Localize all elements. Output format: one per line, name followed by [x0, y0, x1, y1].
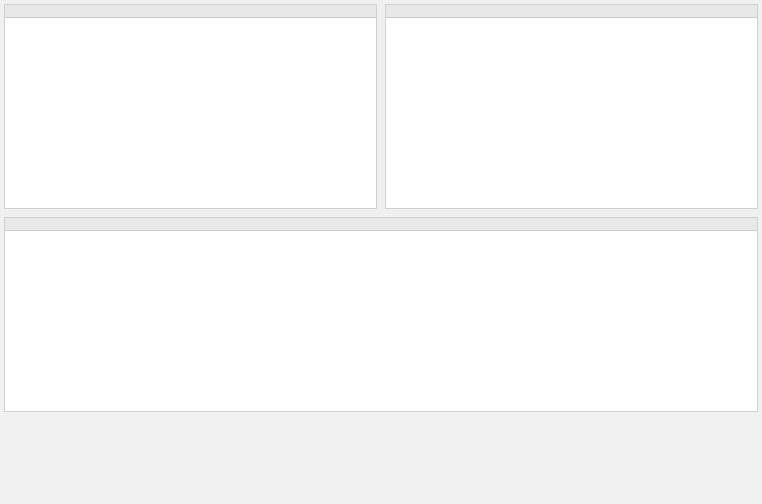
panel-header: [5, 5, 376, 18]
jeonse-price-panel: [385, 4, 758, 209]
chart1-area: [5, 18, 376, 208]
panel-header: [5, 218, 757, 231]
chart3-area: [5, 231, 757, 411]
chart2-area: [386, 18, 757, 208]
sales-price-panel: [4, 4, 377, 209]
panel-header: [386, 5, 757, 18]
trend-panel: [4, 217, 758, 412]
